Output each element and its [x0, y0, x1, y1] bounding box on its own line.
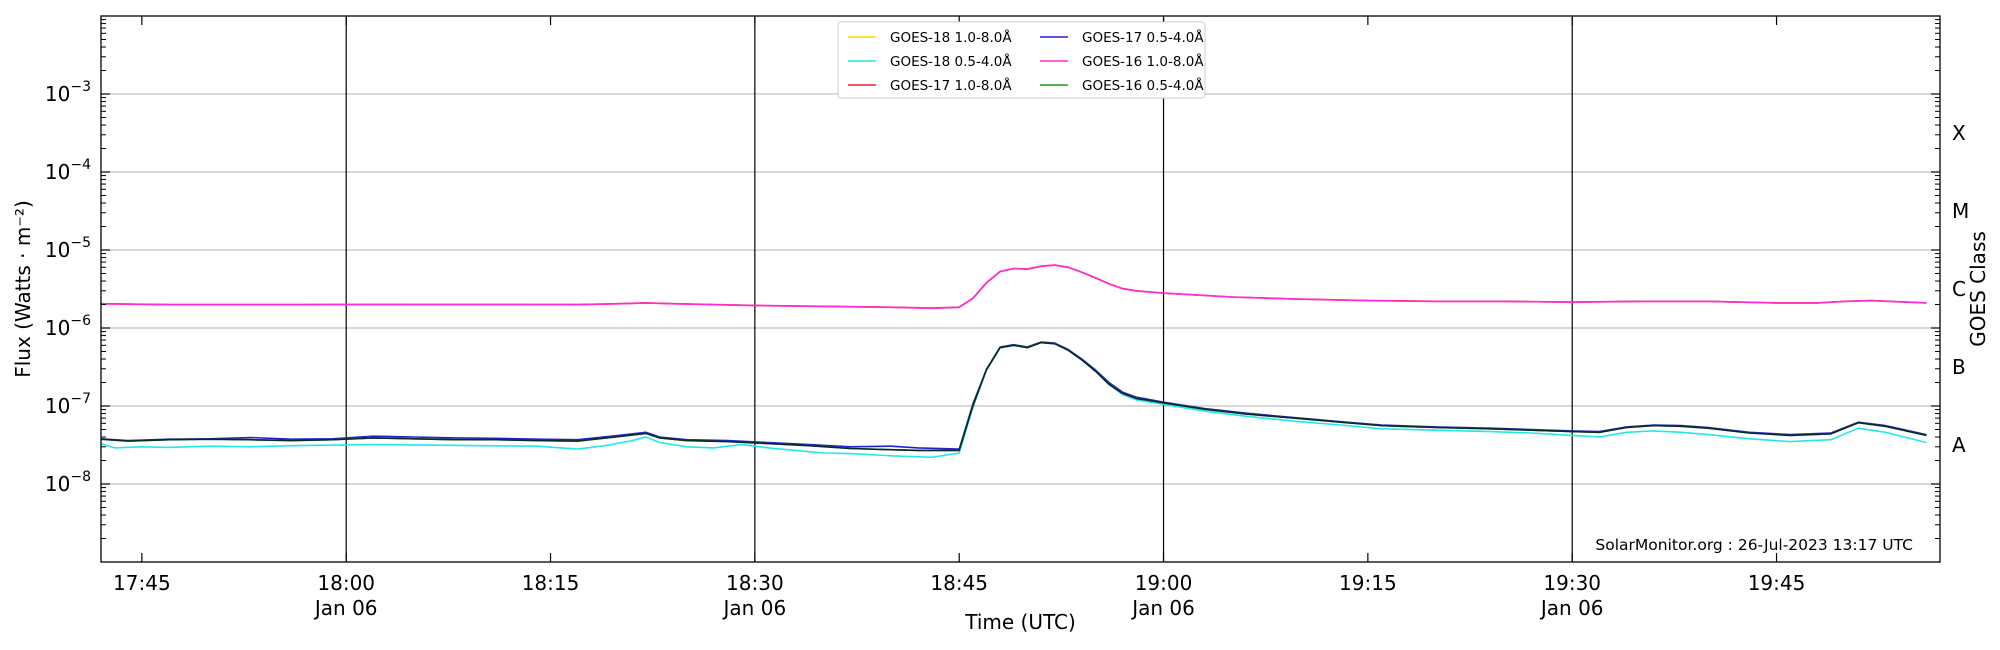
- x-tick-label-6: 19:15: [1339, 571, 1397, 595]
- legend-label-2: GOES-16 1.0-8.0Å: [1082, 53, 1204, 70]
- x-axis-label: Time (UTC): [964, 610, 1076, 634]
- plot-frame: [100, 15, 1941, 563]
- y-tick-exponent: −5: [70, 235, 91, 251]
- goes-class-label-m: M: [1952, 199, 1969, 223]
- series-layer: [100, 264, 1927, 459]
- y-tick-exponent: −4: [70, 157, 91, 173]
- x-tick-label-3: 18:30: [726, 571, 784, 595]
- y-tick-label-0: 10−8: [45, 469, 91, 496]
- series-line-3: [100, 341, 1927, 459]
- y-tick-base: 10: [45, 316, 70, 340]
- y-tick-label-4: 10−4: [45, 157, 91, 184]
- series-line-2: [100, 264, 1927, 310]
- y-tick-label-2: 10−6: [45, 313, 91, 340]
- legend-box: [837, 21, 1206, 99]
- x-tick-label-5: 19:00: [1135, 571, 1193, 595]
- y-tick-labels: 10−810−710−610−510−410−3: [45, 79, 91, 496]
- series-line-6: [100, 341, 1927, 452]
- y-tick-base: 10: [45, 472, 70, 496]
- legend-label-4: GOES-17 0.5-4.0Å: [1082, 29, 1204, 46]
- x-tick-label-2: 18:15: [522, 571, 580, 595]
- goes-class-label-x: X: [1952, 121, 1966, 145]
- goes-class-label-b: B: [1952, 355, 1966, 379]
- goes-class-labels: A B C M X: [1952, 121, 1969, 457]
- y-tick-label-3: 10−5: [45, 235, 91, 262]
- tick-layer: [101, 16, 1940, 562]
- y-tick-base: 10: [45, 82, 70, 106]
- x-tick-label-1: 18:00: [317, 571, 375, 595]
- x-tick-sublabel-1: Jan 06: [313, 596, 378, 620]
- y-tick-label-5: 10−3: [45, 79, 91, 106]
- y-tick-exponent: −8: [70, 469, 91, 485]
- y-tick-exponent: −3: [70, 79, 91, 95]
- legend-label-0: GOES-18 1.0-8.0Å: [890, 29, 1012, 46]
- goes-class-label-c: C: [1952, 277, 1966, 301]
- x-tick-label-7: 19:30: [1543, 571, 1601, 595]
- x-tick-sublabel-3: Jan 06: [722, 596, 787, 620]
- series-line-4: [100, 341, 1927, 450]
- y-tick-exponent: −6: [70, 313, 91, 329]
- x-tick-label-4: 18:45: [930, 571, 988, 595]
- vertical-lines-layer: [345, 16, 1573, 562]
- legend-label-3: GOES-18 0.5-4.0Å: [890, 53, 1012, 70]
- legend-label-5: GOES-16 0.5-4.0Å: [1082, 77, 1204, 94]
- legend: GOES-18 1.0-8.0Å GOES-18 0.5-4.0Å GOES-17 …: [837, 21, 1206, 99]
- goes-class-label-a: A: [1952, 433, 1966, 457]
- y-tick-base: 10: [45, 160, 70, 184]
- x-tick-sublabel-5: Jan 06: [1130, 596, 1195, 620]
- y-tick-exponent: −7: [70, 391, 91, 407]
- credit-text: SolarMonitor.org : 26-Jul-2023 13:17 UTC: [1595, 536, 1913, 554]
- y-axis-label: Flux (Watts · m⁻²): [11, 200, 35, 378]
- goes-class-axis-label: GOES Class: [1966, 231, 1990, 347]
- x-tick-label-0: 17:45: [113, 571, 171, 595]
- x-tick-sublabel-7: Jan 06: [1539, 596, 1604, 620]
- y-tick-base: 10: [45, 238, 70, 262]
- y-tick-base: 10: [45, 394, 70, 418]
- series-line-5: [100, 341, 1927, 452]
- y-tick-label-1: 10−7: [45, 391, 91, 418]
- x-tick-label-8: 19:45: [1748, 571, 1806, 595]
- legend-label-1: GOES-17 1.0-8.0Å: [890, 77, 1012, 94]
